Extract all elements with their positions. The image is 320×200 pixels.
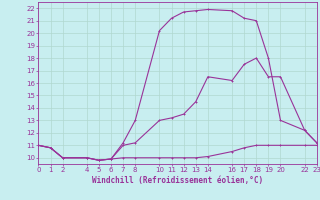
X-axis label: Windchill (Refroidissement éolien,°C): Windchill (Refroidissement éolien,°C) [92,176,263,185]
